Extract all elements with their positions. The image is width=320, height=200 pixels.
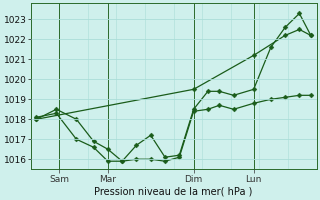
- X-axis label: Pression niveau de la mer( hPa ): Pression niveau de la mer( hPa ): [94, 187, 253, 197]
